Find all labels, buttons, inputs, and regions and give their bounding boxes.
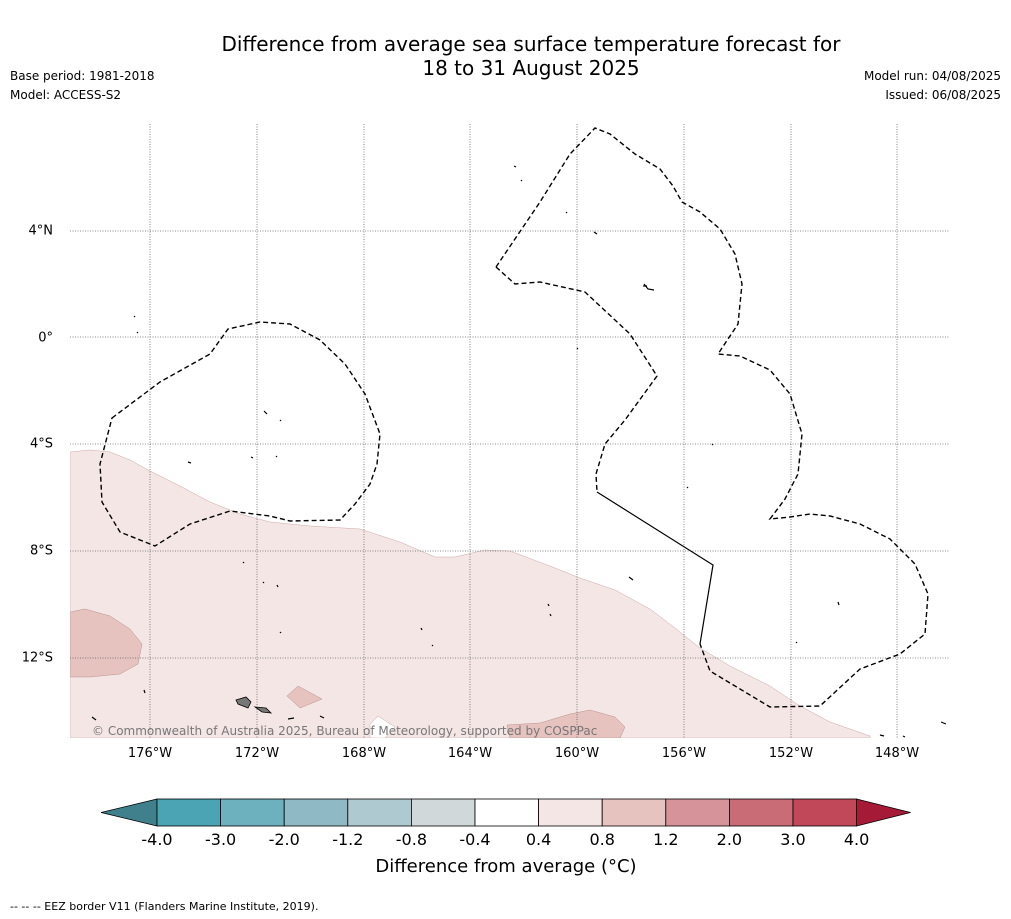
colorbar-tick-label: -0.8: [395, 830, 427, 849]
eez-line-solid: [596, 491, 714, 645]
lon-label-148w: 148°W: [874, 746, 920, 761]
lon-label-156w: 156°W: [661, 746, 707, 761]
colorbar-segment: [220, 798, 285, 827]
colorbar-tick-label: -2.0: [268, 830, 300, 849]
islands: [235, 696, 273, 714]
meta-right: Model run: 04/08/2025 Issued: 06/08/2025: [864, 67, 1001, 105]
colorbar-segment: [410, 798, 476, 827]
colorbar-title: Difference from average (°C): [375, 856, 637, 877]
colorbar-extend-low: [100, 798, 158, 827]
colorbar-tick-label: -1.2: [332, 830, 364, 849]
meta-left: Base period: 1981-2018 Model: ACCESS-S2: [10, 67, 155, 105]
eez-north-central: [495, 127, 929, 708]
lat-label-0: 0°: [38, 330, 53, 346]
colorbar-tick-label: 3.0: [780, 830, 806, 849]
title-line-1: Difference from average sea surface temp…: [221, 32, 841, 56]
map-svg: [70, 124, 950, 738]
colorbar-tick-label: 4.0: [843, 830, 870, 849]
lon-label-164w: 164°W: [447, 746, 493, 761]
colorbar-segment: [601, 798, 667, 827]
colorbar-tick-label: 0.4: [525, 830, 552, 849]
lat-label-4s: 4°S: [29, 436, 53, 452]
colorbar-tick-label: 0.8: [589, 830, 615, 849]
map-title: Difference from average sea surface temp…: [0, 32, 1011, 80]
anomaly-area-medium-west: [70, 608, 143, 678]
lat-label-8s: 8°S: [29, 543, 53, 559]
colorbar-segment: [792, 798, 857, 827]
lon-label-172w: 172°W: [234, 746, 280, 761]
colorbar-tick-label: -4.0: [141, 830, 173, 849]
eez-borders: [99, 127, 929, 708]
model-run-label: Model run: 04/08/2025: [863, 69, 1001, 83]
colorbar-segment: [538, 798, 603, 827]
lat-label-12s: 12°S: [21, 650, 53, 666]
small-islands: [91, 165, 947, 738]
colorbar-tick-label: -0.4: [459, 830, 491, 849]
title-line-2: 18 to 31 August 2025: [422, 56, 640, 80]
lon-label-176w: 176°W: [127, 746, 173, 761]
anomaly-area-medium-central: [286, 685, 323, 709]
colorbar-segment: [283, 798, 349, 827]
colorbar-tick-label: 1.2: [653, 830, 679, 849]
island-upolu: [253, 706, 273, 714]
colorbar-segment: [347, 798, 412, 827]
base-period-label: Base period: 1981-2018: [10, 69, 155, 83]
map-panel: [70, 124, 950, 738]
anomaly-area-white-patch: [369, 715, 396, 738]
colorbar-segment: [474, 798, 539, 827]
colorbar-tick-label: 2.0: [716, 830, 743, 849]
colorbar-segment: [729, 798, 794, 827]
colorbar-extend-high: [856, 798, 911, 827]
eez-west: [99, 321, 381, 547]
island-savaii: [235, 696, 252, 709]
lon-label-152w: 152°W: [768, 746, 814, 761]
colorbar-tick-label: -3.0: [204, 830, 237, 849]
model-label: Model: ACCESS-S2: [10, 88, 122, 102]
issued-label: Issued: 06/08/2025: [885, 88, 1001, 102]
map-gridlines: [70, 124, 950, 738]
colorbar: [100, 798, 911, 827]
lon-label-160w: 160°W: [554, 746, 600, 761]
eez-footnote: -- -- -- EEZ border V11 (Flanders Marine…: [10, 900, 319, 913]
colorbar-segment: [665, 798, 730, 827]
eez-central-south: [495, 266, 658, 493]
colorbar-segment: [156, 798, 221, 827]
copyright-notice: © Commonwealth of Australia 2025, Bureau…: [92, 724, 598, 738]
anomaly-area-medium-south: [506, 709, 626, 738]
lat-label-4n: 4°N: [28, 223, 54, 239]
lon-label-168w: 168°W: [341, 746, 387, 761]
